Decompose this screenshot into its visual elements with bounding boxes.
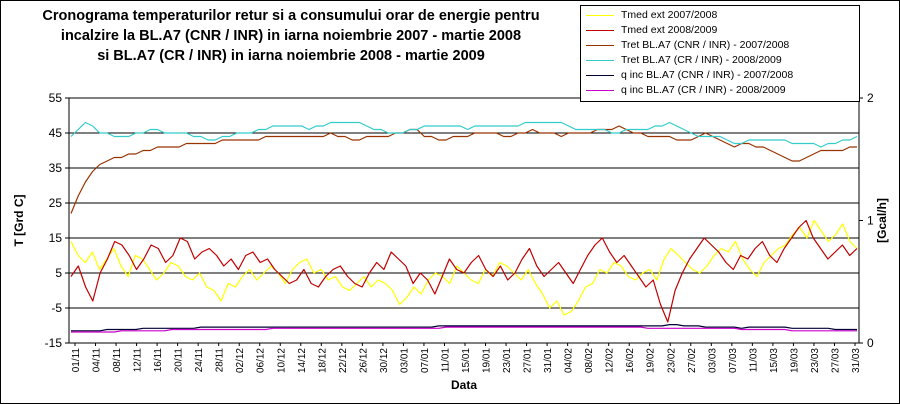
x-tick-label: 23/02 xyxy=(666,348,677,373)
x-tick-label: 27/02 xyxy=(687,348,698,373)
x-tick-label: 10/12 xyxy=(276,348,287,373)
legend-label: Tmed ext 2008/2009 xyxy=(621,24,718,36)
y-tick-label: 45 xyxy=(49,126,63,140)
x-tick-label: 04/02 xyxy=(564,348,575,373)
x-tick-label: 19/02 xyxy=(646,348,657,373)
y-tick-label: 35 xyxy=(49,161,63,175)
legend-label: Tret BL.A7 (CNR / INR) - 2007/2008 xyxy=(621,39,790,51)
y2-axis-title: [Gcal/h] xyxy=(875,198,889,243)
y-tick-label: 5 xyxy=(55,266,62,280)
x-tick-label: 06/12 xyxy=(256,348,267,373)
series-line-4 xyxy=(70,121,858,148)
legend-label: q inc BL.A7 (CR / INR) - 2008/2009 xyxy=(621,84,786,96)
x-tick-label: 01/11 xyxy=(71,348,82,373)
legend-swatch xyxy=(586,90,614,91)
x-tick-label: 31/01 xyxy=(543,348,554,373)
y-tick-label: 25 xyxy=(49,196,63,210)
legend-item: q inc BL.A7 (CNR / INR) - 2007/2008 xyxy=(581,69,859,82)
y2-tick-label: 1 xyxy=(867,214,874,228)
x-tick-label: 19/01 xyxy=(482,348,493,373)
legend: Tmed ext 2007/2008 Tmed ext 2008/2009 Tret… xyxy=(580,5,860,102)
legend-swatch xyxy=(586,30,614,31)
legend-item: q inc BL.A7 (CR / INR) - 2008/2009 xyxy=(581,84,859,97)
y-axis-title: T [Grd C] xyxy=(12,195,26,247)
plot-area xyxy=(68,97,860,344)
x-tick-label: 16/02 xyxy=(625,348,636,373)
legend-swatch xyxy=(586,45,614,46)
chart-title-line-1: Cronograma temperaturilor retur si a con… xyxy=(42,8,540,24)
x-tick-label: 15/03 xyxy=(769,348,780,373)
x-tick-label: 31/03 xyxy=(851,348,862,373)
x-tick-label: 14/12 xyxy=(297,348,308,373)
x-tick-label: 03/01 xyxy=(399,348,410,373)
legend-swatch xyxy=(586,75,614,76)
x-tick-label: 20/11 xyxy=(174,348,185,373)
x-tick-label: 30/12 xyxy=(379,348,390,373)
x-tick-label: 04/11 xyxy=(92,348,103,373)
x-tick-label: 12/11 xyxy=(133,348,144,373)
x-tick-label: 18/12 xyxy=(317,348,328,373)
legend-label: Tret BL.A7 (CR / INR) - 2008/2009 xyxy=(621,54,782,66)
x-tick-label: 24/11 xyxy=(194,348,205,373)
legend-label: q inc BL.A7 (CNR / INR) - 2007/2008 xyxy=(621,69,794,81)
legend-item: Tmed ext 2007/2008 xyxy=(581,9,859,22)
x-tick-label: 08/11 xyxy=(112,348,123,373)
legend-item: Tmed ext 2008/2009 xyxy=(581,24,859,37)
series-line-2 xyxy=(70,219,858,323)
x-tick-label: 08/02 xyxy=(584,348,595,373)
x-tick-label: 03/03 xyxy=(707,348,718,373)
legend-swatch xyxy=(586,60,614,61)
x-tick-label: 02/12 xyxy=(235,348,246,373)
x-tick-label: 15/01 xyxy=(461,348,472,373)
chart-title-line-3: si BL.A7 (CR / INR) in iarna noiembrie 2… xyxy=(97,48,485,64)
x-tick-label: 22/12 xyxy=(338,348,349,373)
x-tick-label: 11/03 xyxy=(748,348,759,373)
x-tick-label: 28/11 xyxy=(215,348,226,373)
x-axis-title: Data xyxy=(451,378,477,392)
series-line-3 xyxy=(70,125,857,214)
x-tick-label: 27/03 xyxy=(830,348,841,373)
y-tick-label: -15 xyxy=(45,336,63,350)
x-tick-label: 11/01 xyxy=(440,348,451,373)
y-tick-label: 15 xyxy=(49,231,63,245)
x-tick-label: 16/11 xyxy=(153,348,164,373)
legend-item: Tret BL.A7 (CNR / INR) - 2007/2008 xyxy=(581,39,859,52)
x-tick-label: 07/03 xyxy=(728,348,739,373)
chart-title-line-2: incalzire la BL.A7 (CNR / INR) in iarna … xyxy=(60,28,522,44)
series-line-6 xyxy=(71,326,857,333)
y-tick-label: 55 xyxy=(49,91,63,105)
x-tick-label: 26/12 xyxy=(358,348,369,373)
series-line-5 xyxy=(71,324,857,332)
x-tick-label: 23/01 xyxy=(502,348,513,373)
legend-label: Tmed ext 2007/2008 xyxy=(621,9,718,21)
legend-item: Tret BL.A7 (CR / INR) - 2008/2009 xyxy=(581,54,859,67)
y-tick-label: -5 xyxy=(51,301,62,315)
x-tick-label: 19/03 xyxy=(789,348,800,373)
x-tick-label: 23/03 xyxy=(810,348,821,373)
legend-swatch xyxy=(586,15,614,16)
x-tick-label: 07/01 xyxy=(420,348,431,373)
x-tick-label: 27/01 xyxy=(523,348,534,373)
x-tick-label: 12/02 xyxy=(605,348,616,373)
y2-tick-label: 0 xyxy=(867,336,874,350)
y2-tick-label: 2 xyxy=(867,91,874,105)
